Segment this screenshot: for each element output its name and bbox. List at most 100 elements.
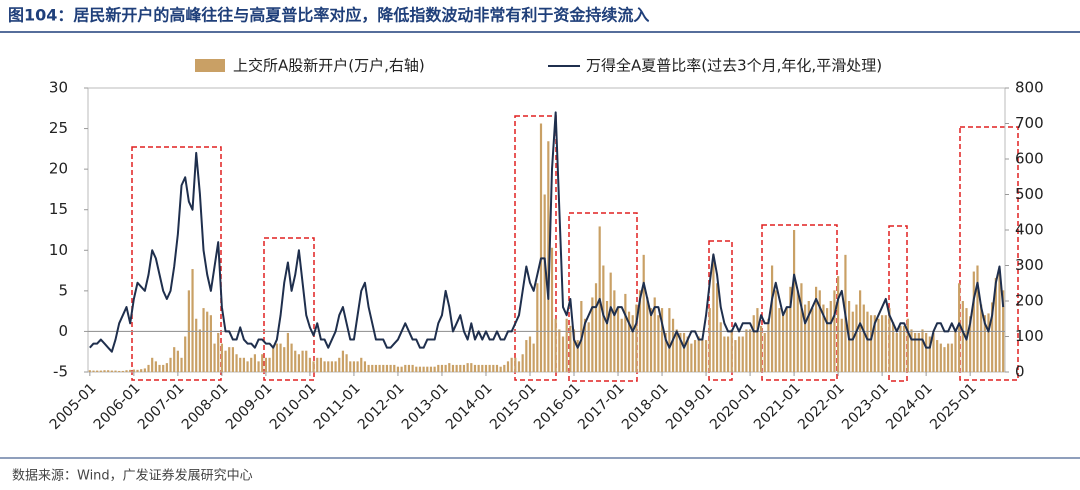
bar [572, 329, 576, 372]
x-tick-label: 2008-01 [179, 380, 232, 433]
bar [517, 361, 521, 372]
y2-tick-label: 700 [1015, 114, 1044, 132]
bar [360, 357, 363, 372]
bar [998, 269, 1001, 372]
bar [884, 315, 887, 372]
bar [499, 366, 502, 372]
bar [587, 322, 590, 372]
bar [554, 318, 557, 372]
x-tick-label: 2014-01 [443, 380, 496, 433]
bar [925, 332, 928, 372]
bar [888, 308, 891, 372]
bar [418, 366, 422, 372]
bar [165, 363, 168, 372]
bar [107, 370, 110, 372]
y-tick-label: 25 [49, 119, 68, 137]
y2-tick-label: 400 [1015, 221, 1044, 239]
bar [837, 276, 840, 372]
bar [961, 301, 964, 372]
bar [242, 357, 245, 372]
bar [616, 308, 620, 372]
x-tick-label: 2007-01 [135, 380, 188, 433]
bar [385, 364, 389, 372]
bar [800, 283, 803, 372]
bar [770, 265, 774, 372]
line-series [89, 111, 1005, 353]
bar [543, 194, 546, 372]
bar [917, 332, 920, 372]
bar [958, 283, 961, 372]
bar [488, 364, 491, 372]
bar [561, 336, 565, 372]
bar [334, 361, 337, 372]
bar [704, 340, 708, 372]
bar [686, 336, 689, 372]
y-tick-label: 30 [49, 79, 68, 97]
bar [462, 364, 466, 372]
bar [536, 283, 539, 372]
bar [305, 350, 308, 372]
bar [558, 329, 561, 372]
y2-tick-label: 500 [1015, 185, 1044, 203]
bar [826, 308, 829, 372]
highlight-box [131, 146, 222, 381]
bar [231, 347, 234, 372]
y-tick-label: 10 [49, 241, 68, 259]
bar [319, 357, 323, 372]
bar [125, 370, 128, 372]
bar [290, 343, 293, 372]
bar [932, 332, 935, 372]
bar [785, 308, 788, 372]
bar [396, 366, 400, 372]
bar [143, 368, 146, 372]
bar [693, 340, 697, 372]
x-tick-label: 2016-01 [531, 380, 584, 433]
bar [180, 357, 183, 372]
bar [734, 340, 737, 372]
bar [136, 369, 139, 372]
highlight-box [263, 237, 315, 381]
source-note: 数据来源：Wind，广发证券发展研究中心 [12, 468, 253, 484]
bar [719, 322, 722, 372]
x-tick-label: 2024-01 [883, 380, 936, 433]
bar [224, 350, 227, 372]
bar [910, 329, 913, 372]
bar [866, 311, 869, 372]
bar [591, 297, 594, 372]
y-tick-label: 20 [49, 160, 68, 178]
bar [470, 363, 473, 372]
bar [756, 308, 759, 372]
bar [870, 315, 873, 372]
bar [899, 325, 902, 372]
bar [547, 141, 550, 372]
bar [682, 332, 686, 372]
x-tick-label: 2015-01 [487, 380, 540, 433]
bar [594, 283, 598, 372]
bar [892, 322, 895, 372]
bar [671, 318, 675, 372]
x-tick-label: 2021-01 [751, 380, 804, 433]
x-tick-label: 2017-01 [575, 380, 628, 433]
bar [235, 354, 238, 372]
legend-swatch [195, 59, 225, 72]
bar [822, 304, 825, 372]
bar [195, 318, 198, 372]
bar [877, 318, 880, 372]
bar [767, 318, 770, 372]
bar [950, 343, 953, 372]
bar [811, 308, 814, 372]
bar [649, 308, 653, 372]
x-tick-label: 2012-01 [355, 380, 408, 433]
bar [627, 311, 631, 372]
bar [745, 329, 748, 372]
x-tick-label: 2019-01 [663, 380, 716, 433]
bar [969, 316, 972, 372]
bar [206, 311, 209, 372]
bar [275, 343, 279, 372]
y2-tick-label: 600 [1015, 150, 1044, 168]
x-tick-label: 2025-01 [927, 380, 980, 433]
bar [994, 277, 997, 372]
bar [268, 357, 271, 372]
